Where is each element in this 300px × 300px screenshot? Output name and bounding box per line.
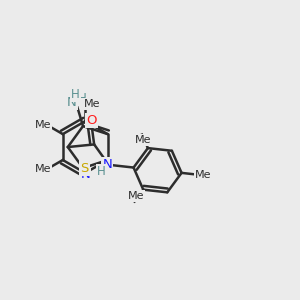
- Text: Me: Me: [135, 135, 152, 145]
- Text: Me: Me: [195, 169, 212, 179]
- Text: N: N: [80, 168, 90, 181]
- Text: N: N: [67, 96, 77, 109]
- Text: H: H: [78, 92, 87, 105]
- Text: H: H: [97, 165, 106, 178]
- Text: Me: Me: [35, 120, 51, 130]
- Text: Me: Me: [35, 164, 51, 174]
- Text: Me: Me: [83, 99, 100, 110]
- Text: O: O: [86, 114, 97, 128]
- Text: S: S: [80, 161, 89, 175]
- Text: Me: Me: [128, 191, 144, 201]
- Text: N: N: [102, 158, 112, 171]
- Text: H: H: [71, 88, 80, 100]
